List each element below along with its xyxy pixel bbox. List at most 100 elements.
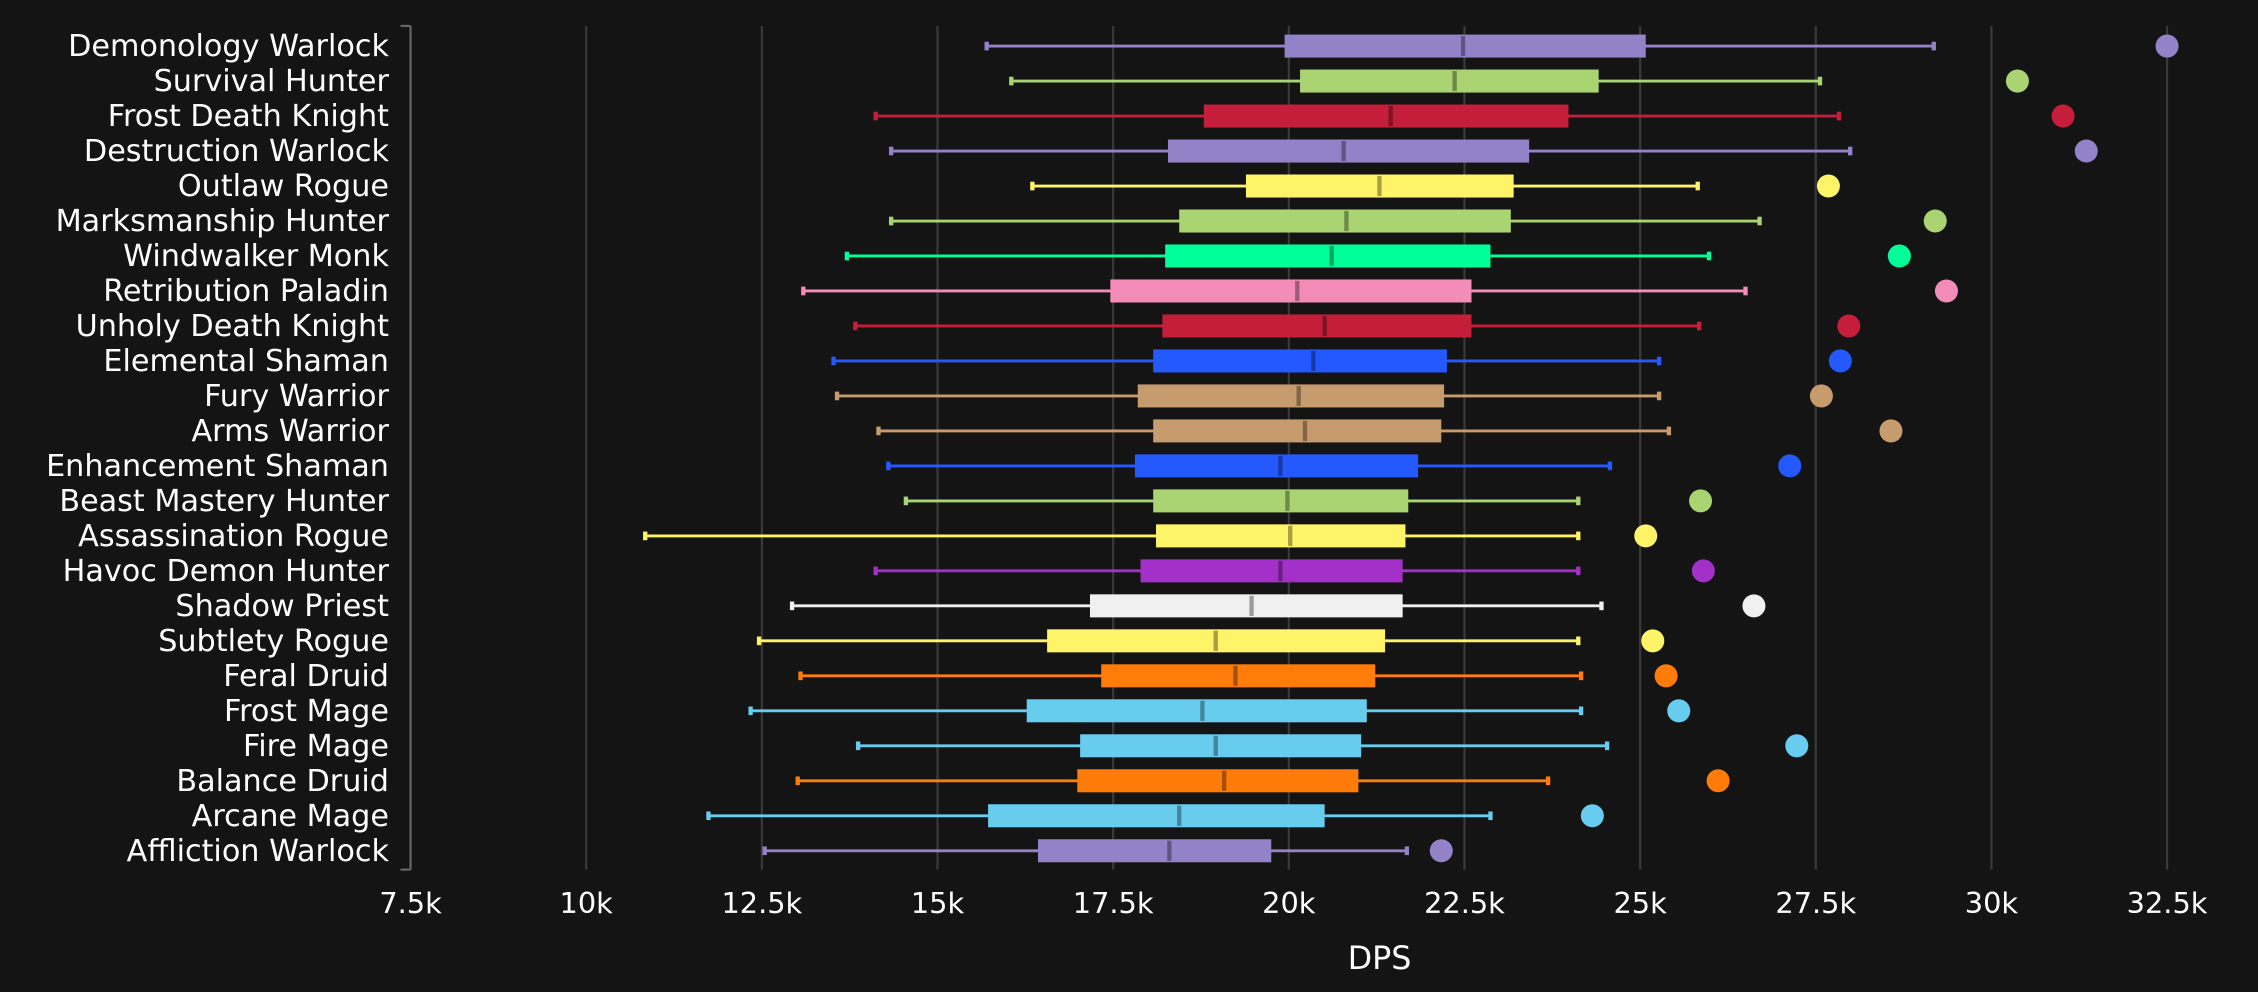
box <box>1077 769 1359 793</box>
box-survival-hunter <box>1009 69 2029 93</box>
top-dot <box>2155 34 2179 58</box>
box-unholy-death-knight <box>853 314 1861 338</box>
box-fury-warrior <box>834 384 1833 408</box>
box-feral-druid <box>798 664 1678 688</box>
top-dot <box>1887 244 1911 268</box>
y-tick-label: Marksmanship Hunter <box>56 204 390 239</box>
box <box>1300 69 1599 93</box>
box <box>1101 664 1376 688</box>
box <box>1140 559 1403 583</box>
y-tick-label: Demonology Warlock <box>68 29 389 64</box>
y-tick-label: Windwalker Monk <box>123 239 389 274</box>
top-dot <box>1879 419 1903 443</box>
box <box>988 804 1325 828</box>
top-dot <box>1742 594 1766 618</box>
top-dot <box>1706 769 1730 793</box>
top-dot <box>1654 664 1678 688</box>
box-assassination-rogue <box>643 524 1658 548</box>
top-dot <box>1934 279 1958 303</box>
box-demonology-warlock <box>984 34 2179 58</box>
y-tick-label: Assassination Rogue <box>78 519 389 554</box>
box <box>1134 454 1419 478</box>
y-tick-label: Fire Mage <box>243 729 389 764</box>
x-tick-label: 10k <box>560 886 614 920</box>
box <box>1137 384 1445 408</box>
y-tick-label: Frost Death Knight <box>108 99 389 134</box>
top-dot <box>1837 314 1861 338</box>
y-tick-label: Feral Druid <box>223 659 389 694</box>
x-tick-label: 30k <box>1965 886 2019 920</box>
y-tick-label: Frost Mage <box>224 694 389 729</box>
x-tick-label: 25k <box>1613 886 1667 920</box>
x-tick-label: 17.5k <box>1073 886 1154 920</box>
box <box>1153 349 1447 373</box>
box-frost-death-knight <box>873 104 2075 128</box>
x-axis-label: DPS <box>1348 941 1412 977</box>
box-arms-warrior <box>876 419 1903 443</box>
top-dot <box>1809 384 1833 408</box>
y-tick-label: Elemental Shaman <box>103 344 389 379</box>
top-dot <box>1923 209 1947 233</box>
box-destruction-warlock <box>888 139 2098 163</box>
box-outlaw-rogue <box>1030 174 1840 198</box>
box-fire-mage <box>855 734 1809 758</box>
x-tick-label: 15k <box>911 886 965 920</box>
box <box>1153 489 1409 513</box>
top-dot <box>2005 69 2029 93</box>
gridlines <box>585 25 2169 870</box>
box <box>1026 699 1367 723</box>
box-havoc-demon-hunter <box>873 559 1715 583</box>
box <box>1089 594 1403 618</box>
top-dot <box>2051 104 2075 128</box>
box <box>1037 839 1272 863</box>
top-dot <box>1429 839 1453 863</box>
top-dot <box>1778 454 1802 478</box>
box-windwalker-monk <box>844 244 1911 268</box>
box-arcane-mage <box>706 804 1604 828</box>
box-shadow-priest <box>789 594 1766 618</box>
box <box>1153 419 1442 443</box>
box <box>1284 34 1646 58</box>
x-tick-label: 22.5k <box>1424 886 1505 920</box>
y-tick-label: Beast Mastery Hunter <box>59 484 389 519</box>
top-dot <box>2074 139 2098 163</box>
box-enhancement-shaman <box>886 454 1802 478</box>
box <box>1165 244 1491 268</box>
y-tick-label: Destruction Warlock <box>84 134 390 169</box>
y-tick-label: Havoc Demon Hunter <box>63 554 390 589</box>
y-tick-label: Arcane Mage <box>192 799 389 834</box>
y-tick-label: Shadow Priest <box>175 589 389 624</box>
y-tick-label: Retribution Paladin <box>103 274 389 309</box>
box-elemental-shaman <box>831 349 1852 373</box>
box <box>1047 629 1386 653</box>
top-dot <box>1689 489 1713 513</box>
box-subtlety-rogue <box>756 629 1665 653</box>
top-dot <box>1785 734 1809 758</box>
box <box>1167 139 1530 163</box>
top-dot <box>1828 349 1852 373</box>
plot-marks <box>643 34 2179 863</box>
box-affliction-warlock <box>762 839 1453 863</box>
box-retribution-paladin <box>801 279 1958 303</box>
x-axis: 7.5k 10k 12.5k 15k 17.5k 20k 22.5k 25k 27.5k 30k 3… <box>379 886 2207 920</box>
y-tick-label: Unholy Death Knight <box>76 309 389 344</box>
box <box>1179 209 1511 233</box>
box <box>1203 104 1569 128</box>
box <box>1162 314 1472 338</box>
x-tick-label: 32.5k <box>2127 886 2208 920</box>
top-dot <box>1816 174 1840 198</box>
top-dot <box>1634 524 1658 548</box>
box <box>1156 524 1406 548</box>
box <box>1110 279 1472 303</box>
top-dot <box>1641 629 1665 653</box>
x-tick-label: 20k <box>1262 886 1316 920</box>
box-frost-mage <box>748 699 1691 723</box>
y-tick-label: Affliction Warlock <box>127 834 390 869</box>
y-tick-label: Outlaw Rogue <box>178 169 389 204</box>
y-tick-label: Survival Hunter <box>154 64 390 99</box>
box-marksmanship-hunter <box>888 209 1947 233</box>
top-dot <box>1691 559 1715 583</box>
top-dot <box>1580 804 1604 828</box>
